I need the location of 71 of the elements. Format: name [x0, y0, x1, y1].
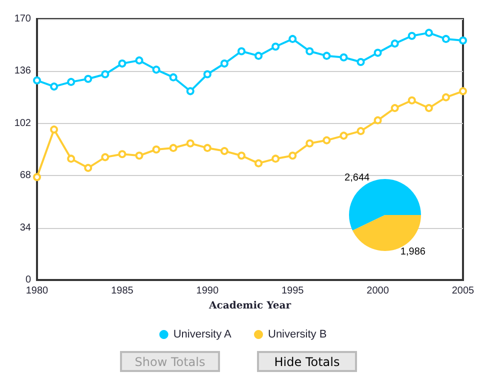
point — [152, 146, 160, 154]
point — [50, 82, 58, 91]
point — [442, 34, 450, 43]
point — [408, 32, 416, 40]
point — [306, 139, 314, 148]
point — [459, 87, 467, 96]
point — [186, 87, 194, 96]
point — [152, 66, 160, 74]
x-tick-label: 1990 — [196, 286, 219, 296]
point — [340, 132, 348, 140]
point — [135, 152, 144, 160]
text: Hide Totals — [257, 351, 357, 372]
data-label: 2,644 — [344, 172, 370, 184]
point — [408, 96, 416, 104]
point — [33, 76, 41, 84]
x-tick-label: 1985 — [111, 286, 134, 296]
point — [322, 52, 331, 60]
point — [322, 136, 331, 144]
point — [272, 154, 280, 163]
x-axis-title: Academic Year — [208, 300, 292, 312]
y-tick-label: 68 — [20, 170, 32, 182]
point — [390, 40, 399, 48]
point — [135, 56, 144, 64]
point — [84, 164, 92, 172]
point — [390, 104, 399, 112]
y-tick-label: 102 — [14, 118, 32, 129]
text: Show Totals — [120, 351, 220, 372]
point — [67, 78, 76, 86]
y-tick-label: 34 — [20, 222, 32, 234]
x-tick-label: 2000 — [366, 286, 390, 296]
point — [118, 60, 126, 68]
point — [442, 93, 450, 102]
point — [186, 139, 194, 148]
point — [169, 73, 178, 82]
x-tick-label: 1980 — [26, 286, 49, 296]
x-tick-label: 2005 — [452, 286, 475, 296]
legend-label: University A — [173, 328, 232, 340]
point — [84, 74, 92, 83]
point — [374, 48, 382, 57]
point — [424, 28, 433, 37]
point — [459, 36, 467, 44]
point — [220, 147, 228, 156]
point — [340, 53, 348, 62]
point — [356, 58, 365, 66]
point — [101, 70, 110, 78]
point — [50, 126, 58, 134]
point — [118, 150, 126, 158]
point — [203, 70, 212, 78]
data-label: 1,986 — [400, 246, 426, 258]
point — [220, 60, 228, 68]
y-tick-label: 136 — [14, 66, 32, 77]
point — [374, 116, 382, 124]
y-tick-label: 0 — [25, 274, 32, 286]
point — [254, 52, 263, 60]
point — [306, 47, 314, 56]
point — [169, 144, 178, 152]
point — [272, 42, 280, 51]
y-tick-label: 170 — [14, 14, 32, 24]
point — [424, 104, 433, 112]
point — [203, 144, 212, 152]
point — [356, 127, 365, 136]
point — [254, 159, 263, 168]
point — [237, 152, 246, 160]
x-tick-label: 1995 — [281, 286, 304, 296]
point — [67, 154, 76, 163]
point — [288, 34, 297, 43]
point — [237, 47, 246, 56]
point — [101, 153, 110, 162]
legend-label: University B — [268, 328, 327, 340]
point — [288, 152, 297, 160]
point — [33, 173, 41, 182]
